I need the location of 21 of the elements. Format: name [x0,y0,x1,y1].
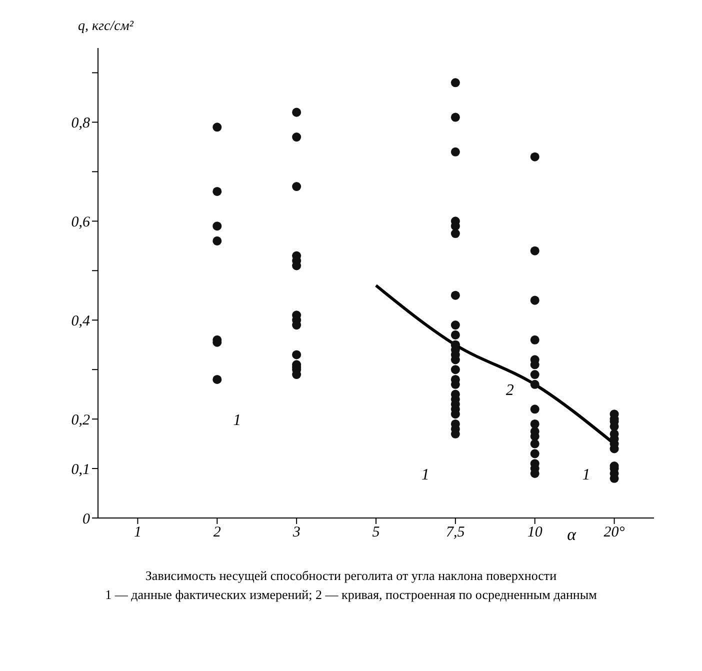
y-tick-label: 0,8 [71,116,90,132]
y-tick-label: 0,1 [71,462,90,478]
x-tick-label: 20° [604,524,625,541]
x-tick-label: 1 [134,524,142,541]
y-tick-label: 0,2 [71,412,90,428]
x-axis-title: α [567,525,578,544]
y-tick-label: 0,4 [71,313,90,330]
annotation: 2 [506,382,514,400]
x-tick-label: 5 [372,524,380,541]
annotation: 1 [421,466,430,484]
y-tick-label: 0,6 [71,214,90,230]
x-tick-label: 10 [527,524,543,541]
y-tick-label: 0 [82,511,90,528]
x-tick-label: 2 [213,524,222,541]
annotation: 1 [233,412,242,430]
x-tick-label: 7,5 [446,524,466,541]
y-axis-title: q, кгс/см² [78,19,134,34]
x-tick-label: 3 [292,524,300,541]
text: Зависимость несущей способности реголита от угла наклона поверхности [144,568,558,585]
annotation: 1 [582,466,590,484]
text: 1 — данные фактических измерений; 2 — кривая, построенная по осредненным данным [104,586,598,604]
